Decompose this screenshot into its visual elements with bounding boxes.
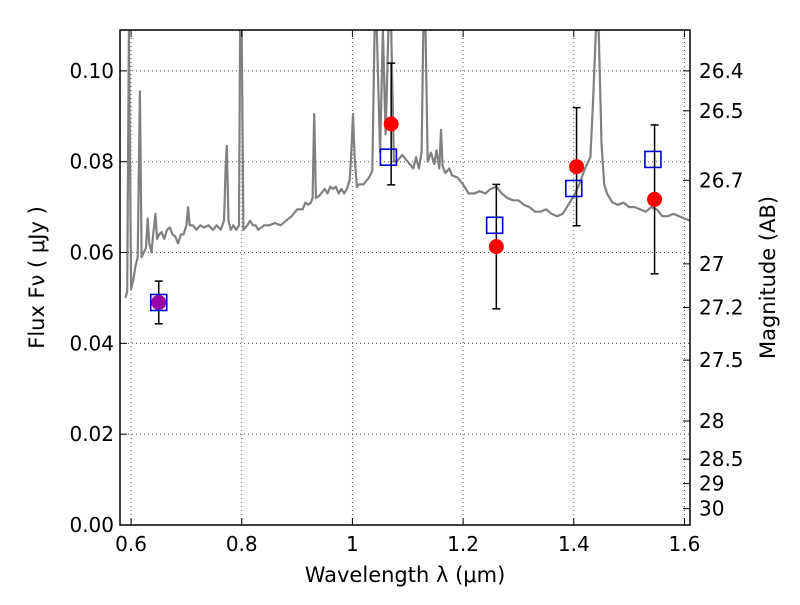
plot-frame: [119, 29, 691, 526]
y-tick-label: 0.08: [69, 150, 114, 174]
tick-layer: 0.6 0.8 1 1.2 1.4 1.6 0.00 0.02 0.04 0.06 0.08 0.10…: [69, 30, 744, 556]
y2-tick-label: 26.4: [699, 59, 744, 83]
x-tick-label: 1: [346, 532, 359, 556]
observed-point: [647, 191, 663, 207]
x-tick-label: 0.8: [226, 532, 258, 556]
x-axis-title: Wavelength λ (μm): [305, 563, 506, 587]
y-tick-label: 0.02: [69, 422, 114, 446]
y2-tick-label: 30: [699, 497, 724, 521]
model-point: [379, 148, 398, 166]
model-point: [485, 216, 504, 235]
y2-tick-label: 29: [699, 472, 724, 496]
errorbar-layer: [154, 62, 659, 325]
y2-tick-label: 27.2: [699, 295, 744, 319]
observed-point: [383, 116, 399, 132]
y2-tick-label: 27.5: [699, 348, 744, 372]
y-tick-label: 0.06: [69, 241, 114, 265]
y2-tick-label: 26.7: [699, 168, 744, 192]
y-tick-label: 0.00: [69, 513, 114, 537]
x-tick-label: 0.6: [115, 532, 147, 556]
spectrum-line: [124, 30, 690, 299]
x-tick-label: 1.6: [669, 532, 701, 556]
y2-tick-label: 26.5: [699, 99, 744, 123]
y2-tick-label: 28: [699, 409, 724, 433]
y2-tick-label: 27: [699, 252, 724, 276]
y-tick-label: 0.10: [69, 59, 114, 83]
observed-point: [488, 239, 504, 255]
model-point: [644, 150, 662, 169]
model-point: [149, 293, 168, 312]
x-tick-label: 1.2: [447, 532, 479, 556]
y2-tick-label: 28.5: [699, 447, 744, 471]
grid-layer: [120, 30, 690, 526]
y2-axis-title: Magnitude (AB): [756, 196, 780, 359]
plot-area: [124, 30, 690, 325]
y-tick-label: 0.04: [69, 331, 114, 355]
observed-point: [151, 294, 167, 310]
model-point: [564, 179, 583, 198]
marker-layer: [149, 116, 663, 312]
spectrum-layer: [124, 30, 690, 299]
x-tick-label: 1.4: [558, 532, 590, 556]
y-axis-title: Flux Fν ( μJy ): [25, 206, 49, 349]
observed-point: [569, 159, 585, 175]
